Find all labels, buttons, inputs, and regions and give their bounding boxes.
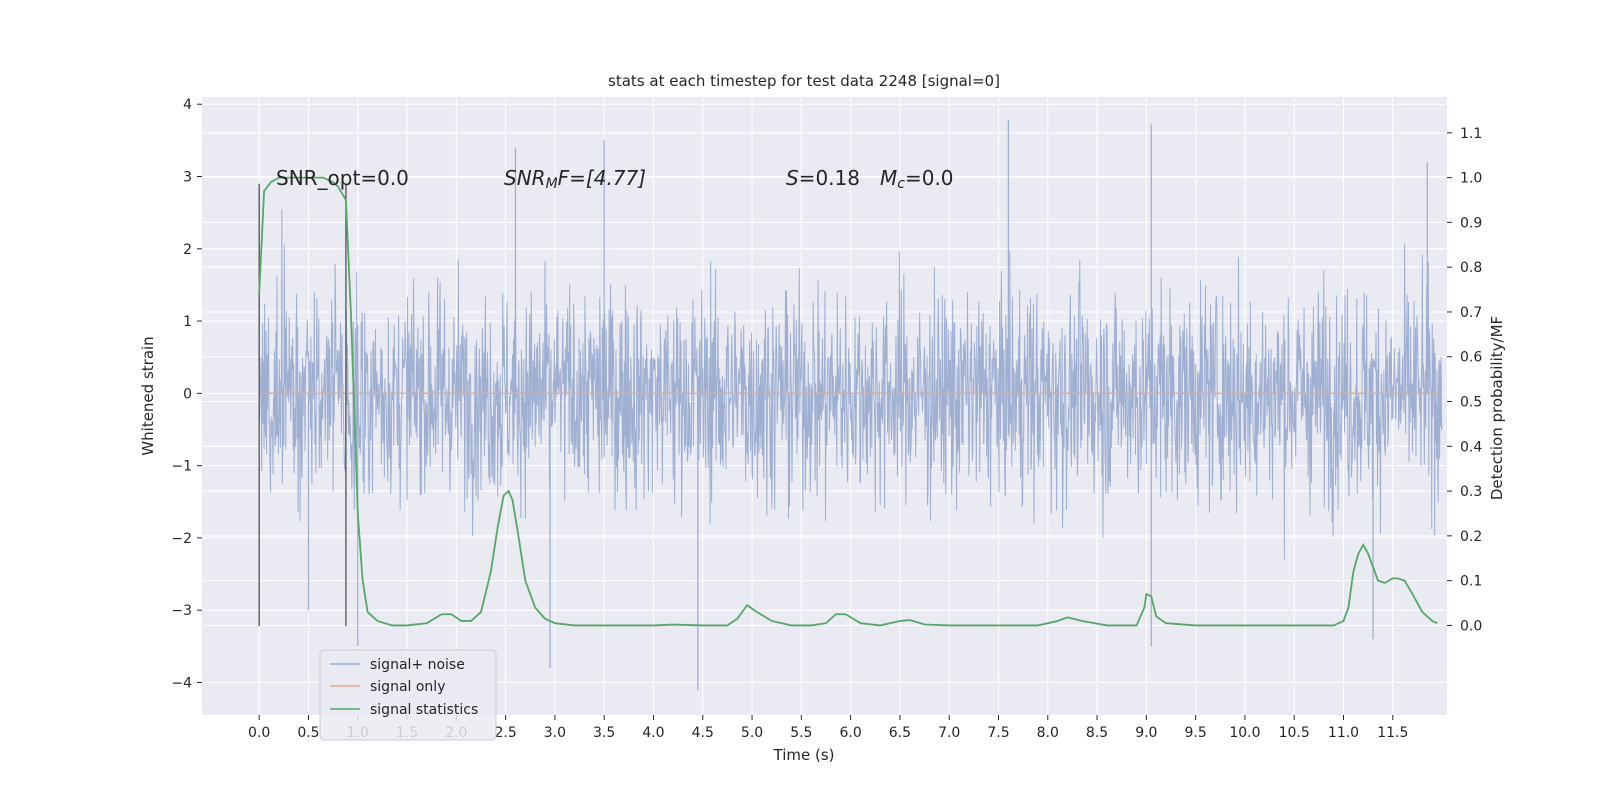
y-right-tick-label: 0.7 xyxy=(1460,305,1482,321)
y-right-tick-label: 1.0 xyxy=(1460,171,1482,187)
y-right-tick-label: 0.9 xyxy=(1460,215,1482,231)
y-right-tick-label: 0.2 xyxy=(1460,529,1482,545)
y-axis-right-label: Detection probability/MF xyxy=(1488,316,1506,500)
x-tick-label: 9.5 xyxy=(1185,725,1207,741)
y-right-tick-label: 0.1 xyxy=(1460,574,1482,590)
y-tick-label: −4 xyxy=(171,675,192,691)
legend-box xyxy=(319,649,497,741)
x-tick-label: 5.0 xyxy=(741,725,763,741)
legend-label-signal-statistics: signal statistics xyxy=(370,702,478,718)
y-right-tick-label: 0.5 xyxy=(1460,395,1482,411)
y-tick-label: 1 xyxy=(183,314,192,330)
x-tick-label: 0.0 xyxy=(248,725,270,741)
y-tick-label: 0 xyxy=(183,386,192,402)
x-tick-label: 11.5 xyxy=(1377,725,1408,741)
y-tick-label: 4 xyxy=(183,97,192,113)
y-right-tick-label: 0.6 xyxy=(1460,350,1482,366)
y-tick-label: −2 xyxy=(171,531,192,547)
y-right-tick-label: 1.1 xyxy=(1460,126,1482,142)
annotation-mc: Mc=0.0 xyxy=(880,166,954,192)
x-tick-label: 10.5 xyxy=(1279,725,1310,741)
y-tick-label: 2 xyxy=(183,242,192,258)
x-tick-label: 3.5 xyxy=(593,725,615,741)
y-right-tick-label: 0.3 xyxy=(1460,484,1482,500)
annotation-snr-mf: SNRMF=[4.77] xyxy=(504,166,646,192)
x-axis-label: Time (s) xyxy=(773,746,835,764)
x-tick-label: 9.0 xyxy=(1135,725,1157,741)
x-tick-label: 4.0 xyxy=(642,725,664,741)
x-tick-label: 6.5 xyxy=(889,725,911,741)
legend-label-signal-only: signal only xyxy=(370,679,445,695)
x-tick-label: 6.0 xyxy=(839,725,861,741)
signal-plus-noise-line xyxy=(258,209,1443,560)
y-axis-label: Whitened strain xyxy=(139,336,157,455)
x-tick-label: 8.5 xyxy=(1086,725,1108,741)
y-tick-label: 3 xyxy=(183,170,192,186)
annotation-snr-opt: SNR_opt=0.0 xyxy=(276,166,409,190)
x-tick-label: 5.5 xyxy=(790,725,812,741)
y-tick-label: −1 xyxy=(171,459,192,475)
legend-label-signal-plus-noise: signal+ noise xyxy=(370,657,465,673)
signal-statistics-line xyxy=(258,176,1438,627)
series-signal-statistics xyxy=(258,176,1438,627)
x-tick-label: 3.0 xyxy=(544,725,566,741)
x-tick-label: 2.5 xyxy=(494,725,516,741)
vertical-markers xyxy=(258,183,347,627)
y-right-tick-label: 0.8 xyxy=(1460,260,1482,276)
y-tick-label: −3 xyxy=(171,603,192,619)
legend: signal+ noise signal only signal statist… xyxy=(319,649,497,741)
y-right-tick-label: 0.0 xyxy=(1460,618,1482,634)
y-right-tick-label: 0.4 xyxy=(1460,439,1482,455)
chart-title: stats at each timestep for test data 224… xyxy=(608,72,1000,90)
x-tick-label: 7.0 xyxy=(938,725,960,741)
annotation-s: S=0.18 xyxy=(786,166,860,190)
x-tick-label: 4.5 xyxy=(692,725,714,741)
x-tick-label: 8.0 xyxy=(1037,725,1059,741)
x-tick-label: 7.5 xyxy=(987,725,1009,741)
x-tick-label: 0.5 xyxy=(297,725,319,741)
x-tick-label: 10.0 xyxy=(1229,725,1260,741)
x-tick-label: 11.0 xyxy=(1328,725,1359,741)
